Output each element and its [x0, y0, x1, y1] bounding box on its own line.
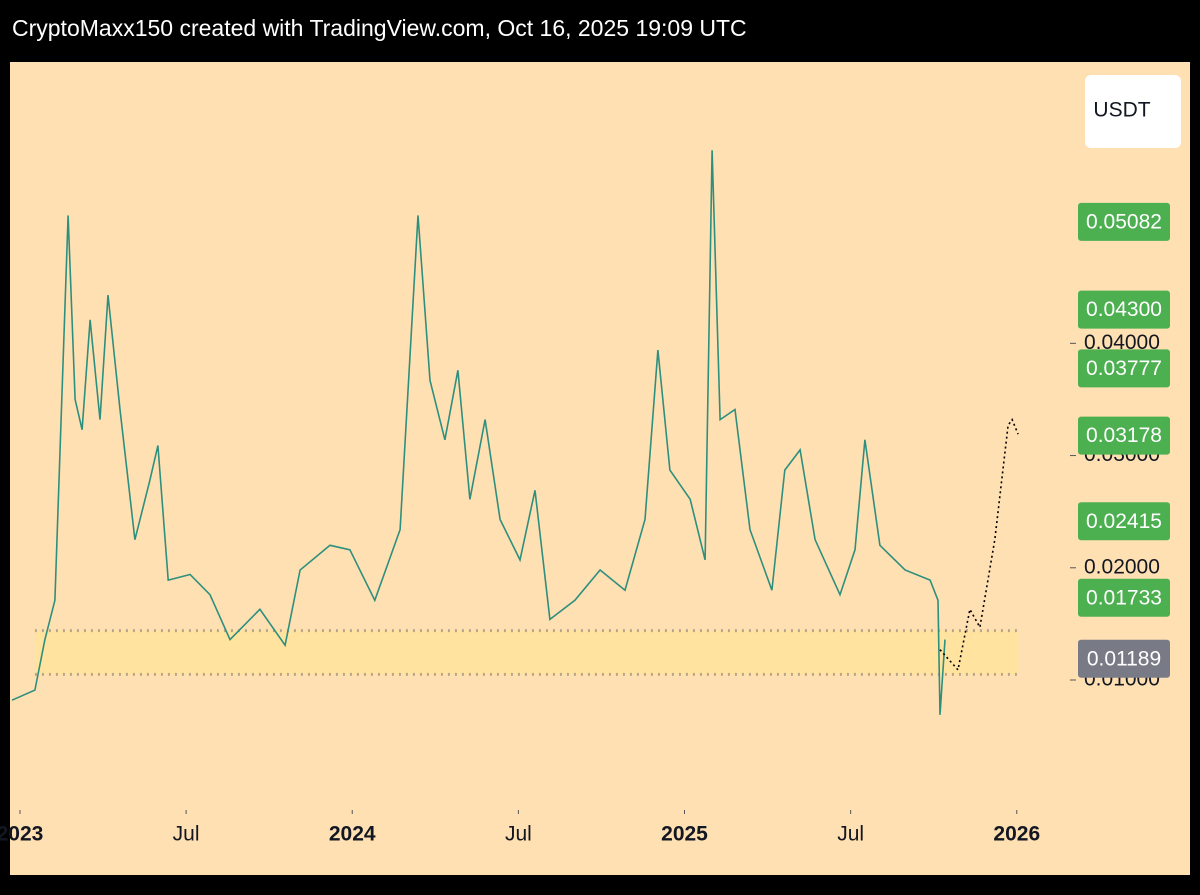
- price-tag-label: 0.05082: [1086, 210, 1162, 233]
- price-tag-label: 0.03777: [1086, 357, 1162, 380]
- price-tag: [1078, 416, 1170, 455]
- price-tag-label: 0.01733: [1086, 586, 1162, 609]
- price-tag: [1078, 349, 1170, 388]
- currency: USDT: [1093, 99, 1150, 122]
- price-tag: [1078, 639, 1170, 678]
- price-tag-label: 0.03178: [1086, 424, 1162, 447]
- x-tick-label: 2025: [661, 823, 708, 846]
- x-tick-label: 2026: [993, 823, 1040, 846]
- price-tag-label: 0.04300: [1086, 298, 1162, 321]
- header: CryptoMaxx150 created with TradingView.c…: [12, 15, 747, 41]
- price-tag: [1078, 578, 1170, 617]
- price-tag-label: 0.01189: [1087, 647, 1161, 670]
- support-zone: [34, 630, 1019, 675]
- price-line: [11, 150, 946, 715]
- price-tag: [1078, 202, 1170, 241]
- plot-background: [10, 62, 1190, 875]
- y-tick-label: 0.02000: [1084, 555, 1160, 578]
- currency-box: [1085, 75, 1181, 148]
- x-tick-label: 2023: [0, 823, 43, 846]
- price-tag-label: 0.02415: [1086, 510, 1162, 533]
- y-tick-label: 0.04000: [1084, 331, 1160, 354]
- x-tick-label: Jul: [173, 823, 200, 846]
- x-tick-label: Jul: [505, 823, 532, 846]
- price-tag: [1078, 502, 1170, 541]
- x-tick-label: 2024: [329, 823, 376, 846]
- price-tag: [1078, 290, 1170, 329]
- x-tick-label: Jul: [837, 823, 864, 846]
